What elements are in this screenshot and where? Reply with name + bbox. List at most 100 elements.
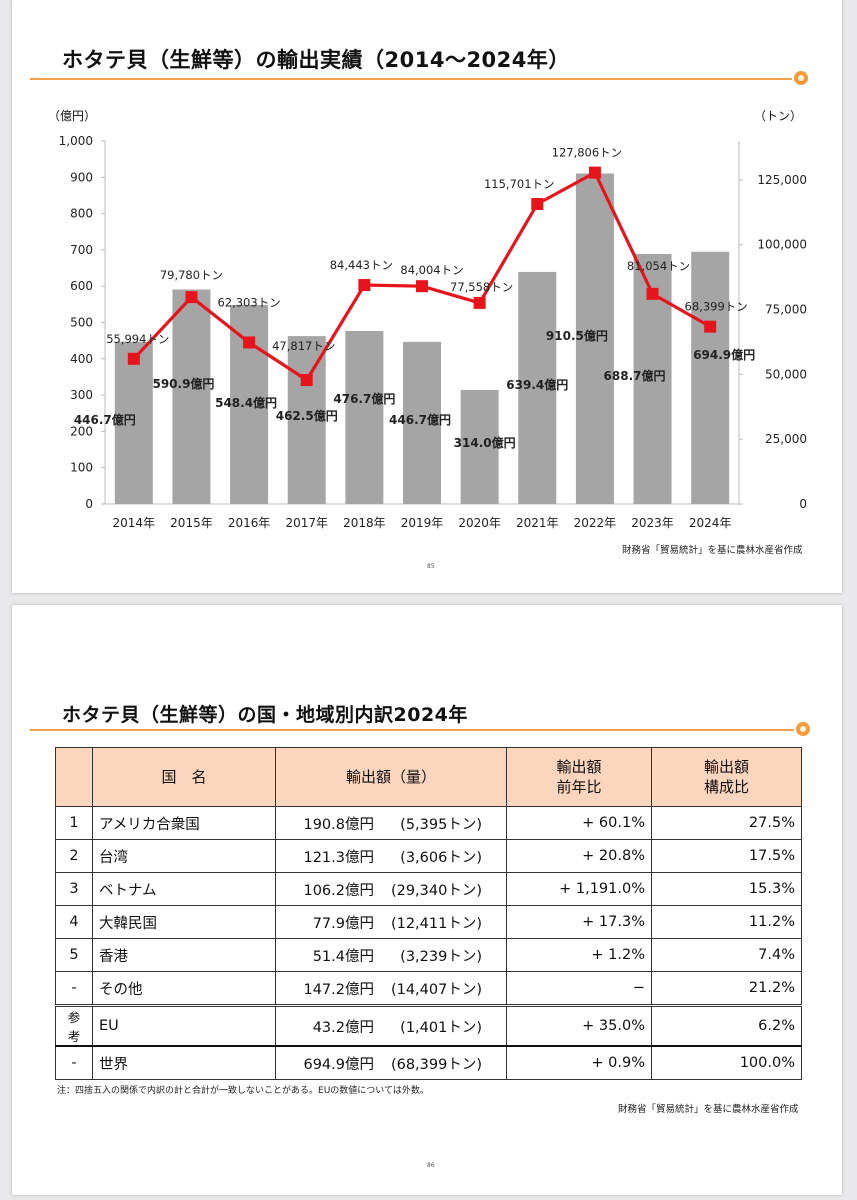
x-tick-label: 2018年 — [343, 516, 386, 530]
row-value: 694.9億円 — [303, 1056, 374, 1073]
bar-value-label: 910.5億円 — [546, 328, 608, 343]
left-axis-unit: （億円） — [48, 109, 96, 123]
bar-value-label: 314.0億円 — [454, 435, 516, 450]
row-num: - — [55, 971, 93, 1006]
volume-point-2023年 — [646, 287, 659, 300]
row-country: 台湾 — [92, 839, 276, 873]
volume-point-2017年 — [300, 374, 313, 387]
right-tick-label: 50,000 — [765, 367, 807, 381]
bar-value-label: 590.9億円 — [152, 376, 214, 391]
row-num: - — [55, 1045, 93, 1080]
line-value-label: 127,806トン — [552, 146, 623, 160]
breakdown-table: 国 名 輸出額（量） 輸出額 前年比 輸出額 構成比 1 アメリカ合衆国 190.8… — [55, 747, 802, 1080]
chart-title: ホタテ貝（生鮮等）の輸出実績（2014～2024年） — [62, 48, 570, 72]
header-share: 輸出額 構成比 — [651, 747, 802, 807]
x-tick-label: 2023年 — [631, 516, 674, 530]
table-row-eu: 参考 EU 43.2億円 (1,401トン) + 35.0% 6.2% — [55, 1004, 802, 1047]
row-quantity: (12,411トン) — [390, 915, 482, 932]
bar-value-label: 446.7億円 — [74, 412, 136, 427]
row-country: 香港 — [92, 938, 276, 972]
volume-point-2022年 — [588, 166, 601, 179]
line-value-label: 77,558トン — [450, 280, 513, 294]
bar-2015年 — [172, 289, 211, 504]
bar-2018年 — [345, 330, 384, 504]
header-amount: 輸出額（量） — [275, 747, 507, 807]
line-value-label: 62,303トン — [217, 295, 280, 309]
table-row: 4 大韓民国 77.9億円 (12,411トン) + 17.3% 11.2% — [55, 905, 802, 939]
row-yoy: + 1,191.0% — [506, 872, 652, 906]
left-tick-label: 900 — [70, 170, 93, 184]
row-country: EU — [92, 1004, 276, 1047]
row-value: 51.4億円 — [312, 948, 374, 965]
x-tick-label: 2017年 — [285, 516, 328, 530]
left-tick-label: 0 — [85, 497, 93, 511]
row-country: アメリカ合衆国 — [92, 806, 276, 840]
row-yoy: + 17.3% — [506, 905, 652, 939]
title-underline — [30, 729, 794, 731]
x-tick-label: 2015年 — [170, 516, 213, 530]
left-tick-label: 800 — [70, 207, 93, 221]
x-tick-label: 2024年 — [689, 516, 732, 530]
header-yoy: 輸出額 前年比 — [506, 747, 652, 807]
row-amount: 147.2億円 (14,407トン) — [275, 971, 507, 1006]
left-tick-label: 300 — [70, 388, 93, 402]
row-country: その他 — [92, 971, 276, 1006]
title-underline — [30, 78, 792, 80]
row-share: 11.2% — [651, 905, 802, 939]
x-tick-label: 2022年 — [574, 516, 617, 530]
row-share: 21.2% — [651, 971, 802, 1006]
x-tick-label: 2016年 — [228, 516, 271, 530]
x-tick-label: 2021年 — [516, 516, 559, 530]
row-share: 15.3% — [651, 872, 802, 906]
row-quantity: (3,606トン) — [400, 849, 482, 866]
row-yoy: + 20.8% — [506, 839, 652, 873]
bar-2017年 — [287, 336, 326, 504]
line-value-label: 68,399トン — [685, 300, 748, 314]
volume-point-2021年 — [531, 198, 544, 211]
header-yoy-line1: 輸出額 — [556, 757, 602, 776]
row-yoy: + 35.0% — [506, 1004, 652, 1047]
row-num: 4 — [55, 905, 93, 939]
left-tick-label: 1,000 — [59, 134, 93, 148]
line-value-label: 79,780トン — [160, 268, 223, 282]
row-share: 7.4% — [651, 938, 802, 972]
x-tick-label: 2014年 — [113, 516, 156, 530]
volume-point-2020年 — [473, 296, 486, 309]
bar-2021年 — [518, 271, 557, 504]
bar-2020年 — [460, 390, 499, 504]
row-quantity: (5,395トン) — [400, 816, 482, 833]
row-value: 190.8億円 — [303, 816, 374, 833]
bar-value-label: 476.7億円 — [333, 391, 395, 406]
bar-value-label: 462.5億円 — [276, 408, 338, 423]
row-country: ベトナム — [92, 872, 276, 906]
row-quantity: (68,399トン) — [390, 1056, 482, 1073]
left-tick-label: 500 — [70, 316, 93, 330]
bar-2014年 — [114, 341, 153, 504]
slide-export-trend: ホタテ貝（生鮮等）の輸出実績（2014～2024年） （億円） （トン） 0 100 2… — [12, 0, 842, 593]
line-value-label: 47,817トン — [272, 339, 335, 353]
row-amount: 121.3億円 (3,606トン) — [275, 839, 507, 873]
row-country: 大韓民国 — [92, 905, 276, 939]
left-tick-label: 700 — [70, 243, 93, 257]
row-amount: 190.8億円 (5,395トン) — [275, 806, 507, 840]
row-num: 3 — [55, 872, 93, 906]
right-tick-label: 25,000 — [765, 432, 807, 446]
table-row: 1 アメリカ合衆国 190.8億円 (5,395トン) + 60.1% 27.5% — [55, 806, 802, 840]
footnote: 注：四捨五入の関係で内訳の計と合計が一致しないことがある。EUの数値については外… — [57, 1086, 429, 1096]
left-tick-label: 600 — [70, 279, 93, 293]
bar-value-label: 639.4億円 — [506, 377, 568, 392]
table-header-row: 国 名 輸出額（量） 輸出額 前年比 輸出額 構成比 — [55, 747, 802, 807]
volume-point-2018年 — [358, 279, 371, 292]
row-share: 100.0% — [651, 1045, 802, 1080]
right-tick-label: 100,000 — [757, 238, 807, 252]
row-quantity: (14,407トン) — [390, 981, 482, 998]
line-value-label: 55,994トン — [106, 332, 169, 346]
flower-icon — [794, 71, 808, 85]
volume-point-2016年 — [243, 336, 256, 349]
left-tick-label: 400 — [70, 352, 93, 366]
row-yoy: + 1.2% — [506, 938, 652, 972]
row-value: 106.2億円 — [303, 882, 374, 899]
bar-value-label: 694.9億円 — [693, 347, 755, 362]
header-num — [55, 747, 93, 807]
row-amount: 694.9億円 (68,399トン) — [275, 1045, 507, 1080]
